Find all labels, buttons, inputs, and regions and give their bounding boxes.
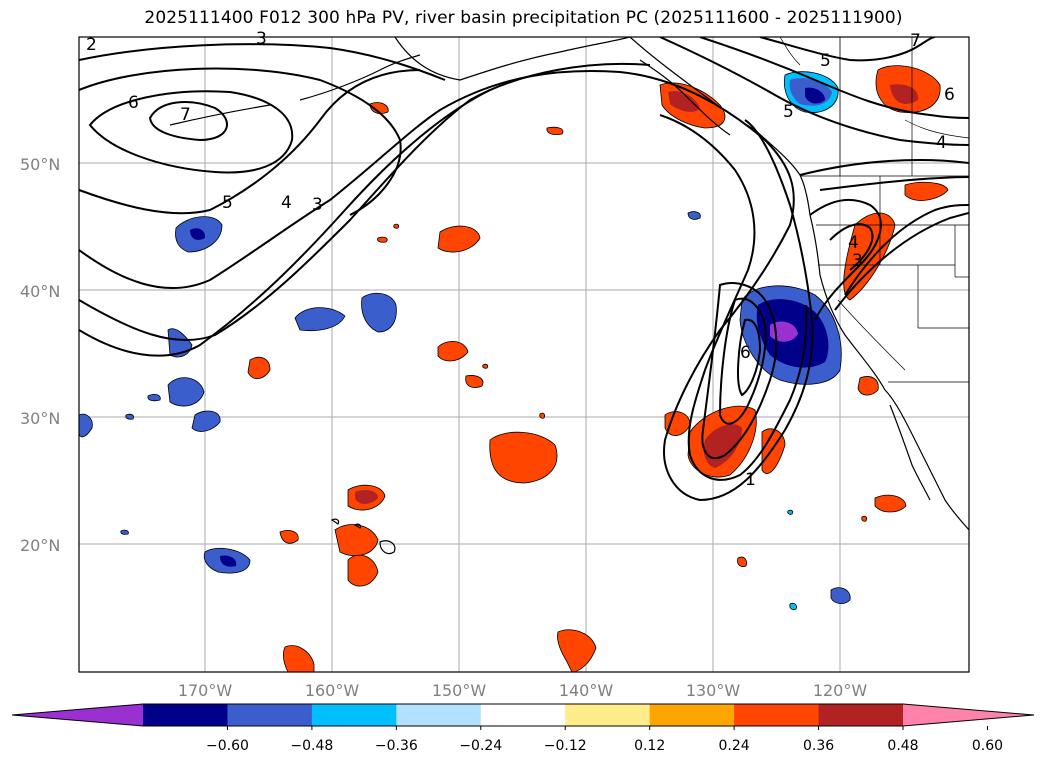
map-title: 2025111400 F012 300 hPa PV, river basin … — [144, 8, 903, 28]
colorbar-tick-label: 0.24 — [719, 738, 750, 754]
contour-label: 6 — [128, 93, 139, 113]
contour-label: 7 — [180, 105, 191, 125]
colorbar-segment — [227, 704, 313, 726]
contour-label: 6 — [944, 85, 955, 105]
colorbar-tick-label: 0.48 — [887, 738, 918, 754]
colorbar-tick-label: −0.60 — [206, 738, 249, 754]
colorbar-segment — [734, 704, 820, 726]
lon-label: 130°W — [686, 681, 741, 700]
contour-label: 3 — [256, 29, 267, 49]
colorbar-segment — [396, 704, 482, 726]
contour-label: 2 — [86, 35, 97, 55]
colorbar-tick-label: 0.12 — [634, 738, 665, 754]
lat-label: 50°N — [20, 155, 60, 174]
lat-label: 40°N — [20, 282, 60, 301]
contour-label: 3 — [852, 251, 863, 271]
colorbar-tick-label: 0.36 — [803, 738, 834, 754]
pv-contour-labels: 2 3 6 7 5 4 3 5 6 4 5 7 4 3 6 1 — [86, 29, 955, 490]
lon-label: 170°W — [178, 681, 233, 700]
contour-label: 4 — [848, 233, 859, 253]
colorbar-segment — [480, 704, 566, 726]
contour-label: 4 — [936, 133, 947, 153]
colorbar-tick-label: −0.24 — [459, 738, 502, 754]
colorbar-segment — [311, 704, 397, 726]
contour-label: 5 — [820, 51, 831, 71]
colorbar-tick-label: 0.60 — [972, 738, 1003, 754]
colorbar-outline — [11, 703, 1035, 727]
latitude-labels: 50°N 40°N 30°N 20°N — [20, 155, 60, 555]
lon-label: 120°W — [813, 681, 868, 700]
borders — [779, 37, 969, 383]
colorbar-tick-label: −0.48 — [290, 738, 333, 754]
colorbar-tick-label: −0.12 — [544, 738, 587, 754]
colorbar-segment — [818, 704, 904, 726]
colorbar: −0.60 −0.48 −0.36 −0.24 −0.12 0.12 0.24 0.36 0.4… — [11, 703, 1035, 754]
pv-contours — [79, 37, 969, 502]
contour-label: 5 — [783, 102, 794, 122]
lat-label: 20°N — [20, 536, 60, 555]
lon-label: 160°W — [305, 681, 360, 700]
lat-label: 30°N — [20, 409, 60, 428]
colorbar-segment — [649, 704, 735, 726]
lon-label: 140°W — [559, 681, 614, 700]
contour-label: 1 — [745, 470, 756, 490]
colorbar-extend-high — [903, 704, 1034, 726]
contour-label: 7 — [910, 31, 921, 51]
colorbar-tick-label: −0.36 — [375, 738, 418, 754]
colorbar-extend-low — [12, 704, 143, 726]
contour-label: 6 — [740, 343, 751, 363]
colorbar-segment — [565, 704, 651, 726]
contour-label: 3 — [312, 195, 323, 215]
lon-label: 150°W — [432, 681, 487, 700]
longitude-labels: 170°W 160°W 150°W 140°W 130°W 120°W — [178, 681, 868, 700]
contour-label: 4 — [281, 193, 292, 213]
map-frame — [78, 36, 970, 673]
colorbar-segment — [143, 704, 228, 726]
contour-label: 5 — [222, 193, 233, 213]
